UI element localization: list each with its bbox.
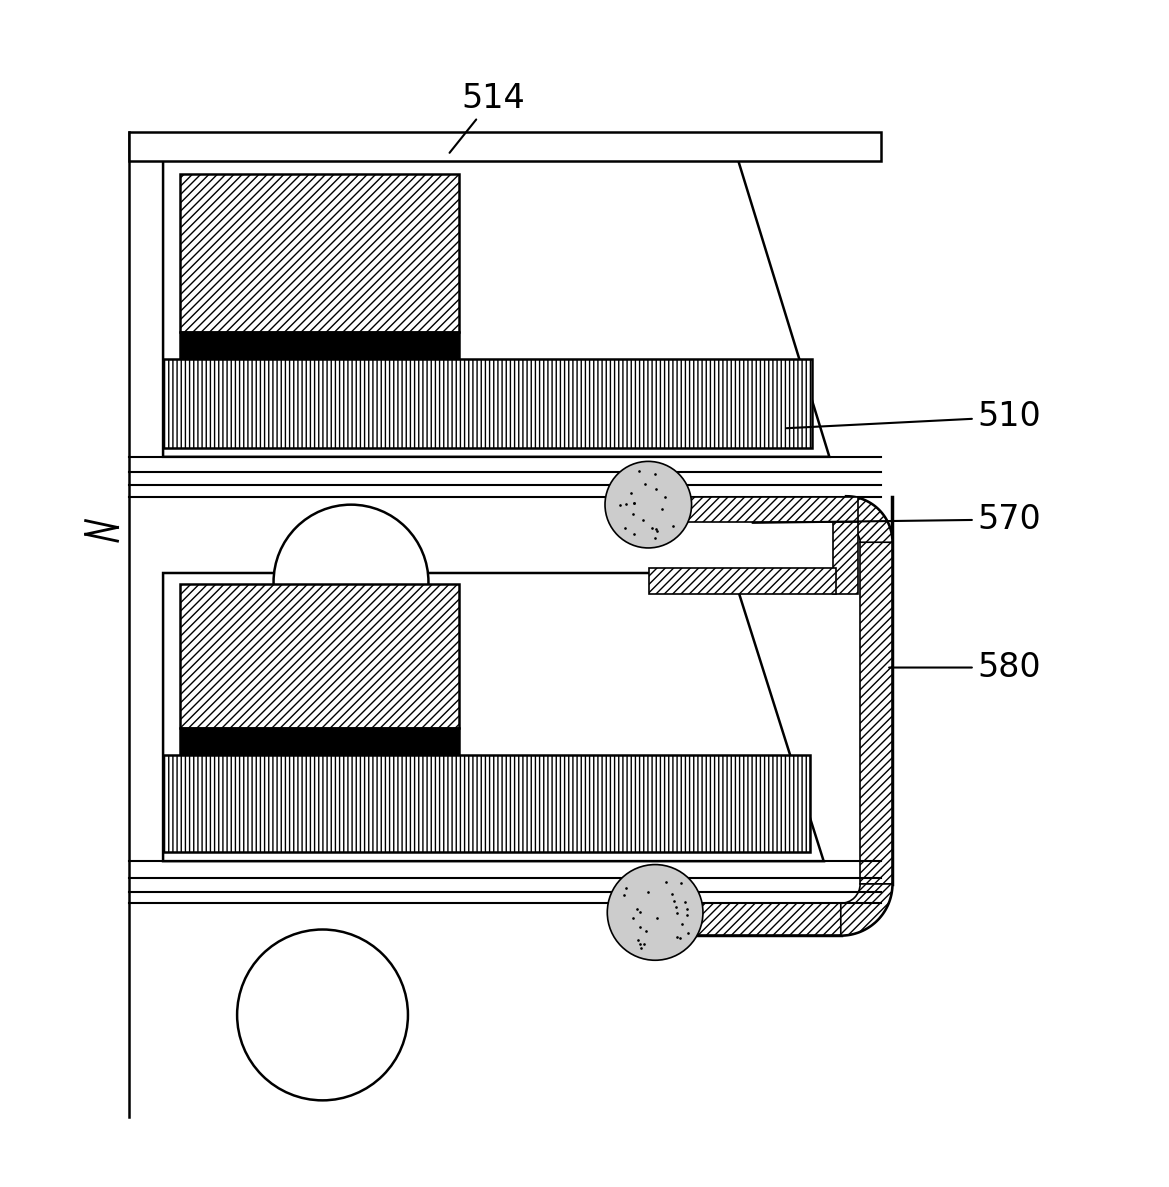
Bar	[180, 174, 459, 331]
Circle shape	[606, 462, 692, 548]
Circle shape	[274, 504, 429, 660]
Bar	[624, 903, 841, 935]
Bar	[832, 522, 858, 594]
Text: 514: 514	[450, 82, 525, 153]
Bar	[860, 542, 892, 884]
Bar	[129, 132, 880, 160]
Text: 580: 580	[890, 650, 1042, 684]
Bar	[162, 755, 810, 852]
Text: 570: 570	[753, 503, 1042, 537]
Text: 510: 510	[787, 400, 1042, 433]
Circle shape	[607, 864, 703, 960]
Bar	[162, 358, 812, 447]
Bar	[180, 728, 459, 755]
Bar	[180, 584, 459, 728]
Circle shape	[237, 929, 408, 1100]
Wedge shape	[846, 496, 892, 542]
Bar	[624, 496, 858, 522]
Wedge shape	[841, 884, 892, 935]
Bar	[650, 569, 836, 594]
Bar	[180, 331, 459, 358]
Polygon shape	[162, 160, 829, 457]
Polygon shape	[162, 573, 824, 861]
